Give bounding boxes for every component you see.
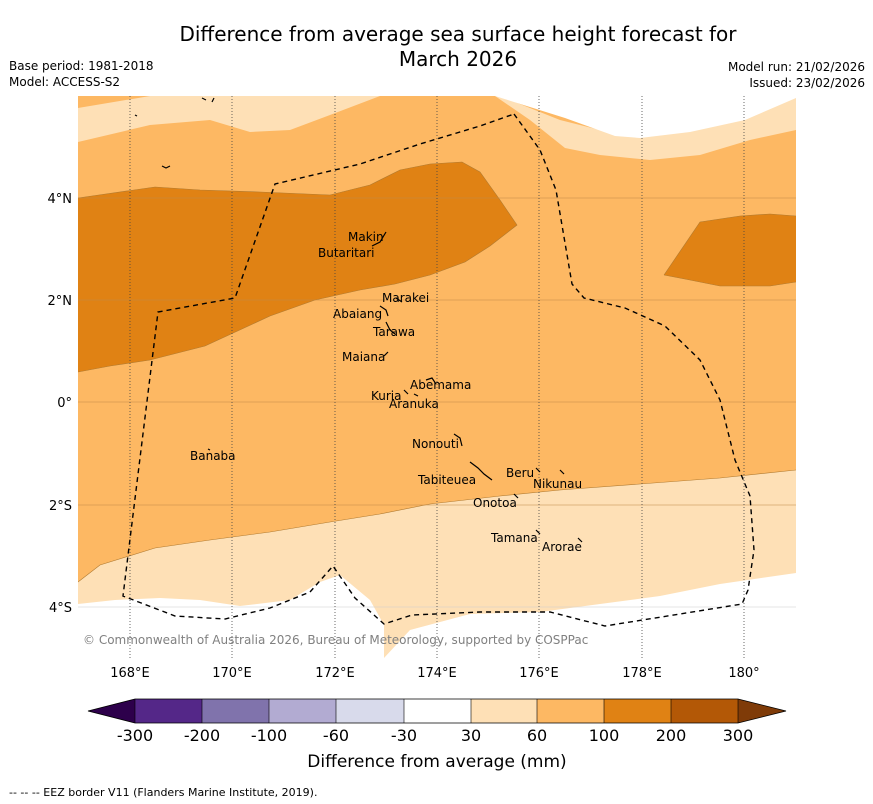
lon-label: 170°E (212, 666, 252, 681)
place-label: Tamana (490, 531, 538, 545)
lat-label: 2°N (48, 294, 73, 309)
model-run: Model run: 21/02/2026 (727, 60, 865, 74)
band-below-30-bottom (384, 573, 796, 658)
colorbar-ticks: -300 -200 -100 -60 -30 30 60 100 200 300 (117, 726, 753, 745)
place-label: Marakei (382, 291, 429, 305)
island-shape (201, 97, 215, 103)
colorbar-extend-high (738, 699, 786, 723)
place-label: Arorae (542, 540, 582, 554)
colorbar-bin (269, 699, 336, 723)
island-shape (403, 389, 419, 397)
island-shape (535, 467, 541, 473)
colorbar-label: Difference from average (mm) (307, 752, 566, 772)
island-shape (134, 114, 138, 117)
place-label: Makin (348, 230, 384, 244)
colorbar-extend-low (88, 699, 135, 723)
colorbar-tick: 30 (461, 726, 481, 745)
island-shape (395, 297, 403, 303)
title-line-1: Difference from average sea surface heig… (179, 22, 737, 46)
model-name: Model: ACCESS-S2 (9, 75, 121, 89)
meta-left: Base period: 1981-2018 Model: ACCESS-S2 (9, 58, 154, 90)
colorbar-tick: -100 (251, 726, 287, 745)
colorbar-bin (471, 699, 537, 723)
band-100-200-east (664, 214, 796, 286)
lon-label: 168°E (110, 666, 150, 681)
colorbar-tick: 60 (527, 726, 547, 745)
islands (134, 97, 583, 543)
place-label: Abaiang (333, 307, 382, 321)
colorbar-bin (135, 699, 202, 723)
island-shape (161, 165, 171, 169)
place-label: Kuria (371, 389, 402, 403)
meta-right: Model run: 21/02/2026 Issued: 23/02/2026 (728, 59, 865, 91)
colorbar: -300 -200 -100 -60 -30 30 60 100 200 300… (87, 698, 787, 772)
lat-label: 2°S (49, 499, 72, 514)
colorbar-tick: -300 (117, 726, 153, 745)
island-shape (559, 469, 565, 475)
colorbar-bin (671, 699, 738, 723)
place-label: Aranuka (389, 397, 439, 411)
band-below-30-top (495, 96, 796, 138)
colorbar-bin (537, 699, 604, 723)
copyright-note: © Commonwealth of Australia 2026, Bureau… (83, 633, 588, 647)
lat-label: 4°S (49, 601, 72, 616)
place-label: Tabiteuea (417, 473, 476, 487)
eez-border (122, 113, 755, 627)
lon-label: 178°E (622, 666, 662, 681)
lon-gridlines (129, 96, 745, 658)
colorbar-tick: 300 (723, 726, 754, 745)
band-30-60-top (78, 96, 796, 160)
island-shape (535, 529, 541, 535)
place-labels: Makin Butaritari Marakei Abaiang Tarawa … (190, 230, 582, 554)
lon-label: 180° (728, 666, 759, 681)
colorbar-dividers (134, 699, 739, 723)
place-label: Abemama (410, 378, 471, 392)
title-line-2: March 2026 (398, 47, 518, 71)
issued-date: Issued: 23/02/2026 (749, 76, 865, 90)
colorbar-tick: -60 (323, 726, 349, 745)
island-shape (453, 433, 463, 447)
lon-label: 172°E (315, 666, 355, 681)
island-shape (379, 305, 389, 317)
island-shape (385, 321, 396, 335)
place-label: Tarawa (372, 325, 415, 339)
colorbar-tick: -30 (391, 726, 417, 745)
island-shape (383, 351, 389, 357)
colorbar-tick: 100 (589, 726, 620, 745)
lon-label: 176°E (519, 666, 559, 681)
lon-label: 174°E (417, 666, 457, 681)
footer-note: -- -- -- EEZ border V11 (Flanders Marine… (9, 786, 318, 799)
island-shape (513, 493, 519, 499)
base-period: Base period: 1981-2018 (9, 59, 154, 73)
colorbar-tick: -200 (184, 726, 220, 745)
colorbar-bin (604, 699, 671, 723)
place-label: Nikunau (533, 477, 582, 491)
place-label: Maiana (342, 350, 385, 364)
place-label: Banaba (190, 449, 236, 463)
colorbar-tick: 200 (656, 726, 687, 745)
island-shape (207, 448, 211, 451)
band-below-30-southwest (78, 575, 384, 658)
colorbar-bin (202, 699, 269, 723)
island-shape (425, 377, 437, 385)
place-label: Onotoa (473, 496, 517, 510)
chart-title: Difference from average sea surface heig… (0, 22, 873, 72)
band-100-200-west (78, 162, 517, 372)
island-shape (577, 537, 583, 543)
island-shape (371, 231, 387, 247)
island-shape (469, 461, 493, 481)
lat-label: 4°N (48, 192, 73, 207)
place-label: Butaritari (318, 246, 375, 260)
contour-lines (78, 161, 796, 583)
lon-axis-labels: 168°E 170°E 172°E 174°E 176°E 178°E 180° (110, 666, 759, 681)
colorbar-bin (404, 699, 471, 723)
place-label: Beru (506, 466, 534, 480)
colorbar-bin (336, 699, 404, 723)
place-label: Nonouti (412, 437, 459, 451)
lat-label: 0° (57, 396, 72, 411)
lat-axis-labels: 4°N 2°N 0° 2°S 4°S (48, 192, 73, 616)
